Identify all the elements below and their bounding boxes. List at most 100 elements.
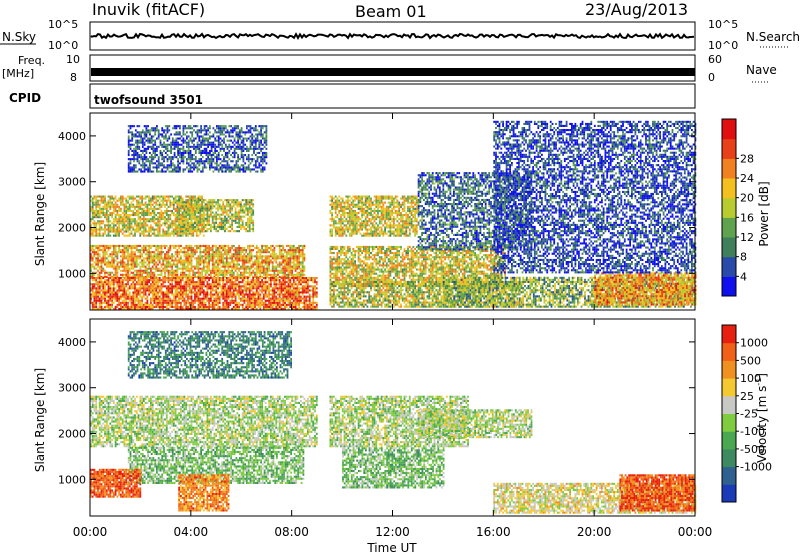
heatmap-cell <box>164 285 166 287</box>
heatmap-cell <box>159 235 161 237</box>
heatmap-cell <box>252 214 254 216</box>
heatmap-cell <box>352 218 354 220</box>
heatmap-cell <box>164 253 166 255</box>
heatmap-cell <box>125 214 127 216</box>
heatmap-cell <box>286 251 288 253</box>
heatmap-cell <box>251 283 253 285</box>
heatmap-cell <box>347 200 349 202</box>
heatmap-cell <box>109 255 111 257</box>
heatmap-cell <box>148 212 150 214</box>
heatmap-cell <box>259 261 261 263</box>
heatmap-cell <box>184 285 186 287</box>
heatmap-cell <box>127 298 129 300</box>
heatmap-cell <box>152 294 154 296</box>
heatmap-cell <box>302 245 304 247</box>
heatmap-cell <box>175 259 177 261</box>
heatmap-cell <box>207 251 209 253</box>
heatmap-cell <box>268 277 270 279</box>
heatmap-cell <box>277 264 279 266</box>
heatmap-cell <box>102 200 104 202</box>
heatmap-cell <box>125 289 127 291</box>
heatmap-cell <box>335 220 337 222</box>
heatmap-cell <box>205 279 207 281</box>
heatmap-cell <box>124 198 126 200</box>
heatmap-cell <box>101 306 103 308</box>
heatmap-cell <box>304 281 306 283</box>
heatmap-cell <box>122 279 124 281</box>
heatmap-cell <box>175 196 177 198</box>
heatmap-cell <box>155 283 157 285</box>
heatmap-cell <box>203 231 205 233</box>
heatmap-cell <box>101 245 103 247</box>
heatmap-cell <box>178 259 180 261</box>
heatmap-cell <box>132 266 134 268</box>
heatmap-cell <box>124 296 126 298</box>
heatmap-cell <box>180 304 182 306</box>
heatmap-cell <box>314 294 316 296</box>
heatmap-cell <box>203 207 205 209</box>
heatmap-cell <box>108 233 110 235</box>
heatmap-cell <box>147 274 149 276</box>
heatmap-cell <box>94 294 96 296</box>
heatmap-cell <box>261 298 263 300</box>
heatmap-cell <box>215 253 217 255</box>
heatmap-cell <box>148 289 150 291</box>
heatmap-cell <box>360 229 362 231</box>
heatmap-cell <box>136 210 138 212</box>
heatmap-cell <box>235 283 237 285</box>
heatmap-cell <box>212 289 214 291</box>
heatmap-cell <box>212 247 214 249</box>
heatmap-cell <box>189 231 191 233</box>
heatmap-cell <box>185 231 187 233</box>
heatmap-cell <box>95 212 97 214</box>
heatmap-cell <box>115 291 117 293</box>
heatmap-cell <box>198 279 200 281</box>
heatmap-cell <box>154 279 156 281</box>
heatmap-cell <box>297 247 299 249</box>
heatmap-cell <box>115 270 117 272</box>
heatmap-cell <box>307 300 309 302</box>
heatmap-cell <box>256 302 258 304</box>
heatmap-cell <box>238 209 240 211</box>
heatmap-cell <box>265 281 267 283</box>
heatmap-cell <box>256 268 258 270</box>
heatmap-cell <box>298 294 300 296</box>
heatmap-cell <box>117 281 119 283</box>
heatmap-cell <box>286 274 288 276</box>
heatmap-cell <box>249 230 251 232</box>
heatmap-cell <box>106 253 108 255</box>
heatmap-cell <box>95 306 97 308</box>
heatmap-cell <box>345 212 347 214</box>
heatmap-cell <box>300 251 302 253</box>
heatmap-cell <box>169 255 171 257</box>
heatmap-cell <box>169 226 171 228</box>
heatmap-cell <box>277 266 279 268</box>
heatmap-cell <box>345 208 347 210</box>
heatmap-cell <box>229 257 231 259</box>
heatmap-cell <box>95 277 97 279</box>
heatmap-cell <box>191 224 193 226</box>
heatmap-cell <box>177 204 179 206</box>
heatmap-cell <box>143 291 145 293</box>
heatmap-cell <box>307 279 309 281</box>
heatmap-cell <box>259 255 261 257</box>
heatmap-cell <box>94 216 96 218</box>
heatmap-cell <box>208 255 210 257</box>
heatmap-cell <box>219 291 221 293</box>
heatmap-cell <box>261 247 263 249</box>
heatmap-cell <box>245 214 247 216</box>
heatmap-cell <box>194 276 196 278</box>
heatmap-cell <box>198 266 200 268</box>
heatmap-cell <box>221 272 223 274</box>
heatmap-cell <box>109 245 111 247</box>
heatmap-cell <box>101 212 103 214</box>
heatmap-cell <box>166 196 168 198</box>
heatmap-cell <box>284 306 286 308</box>
heatmap-cell <box>134 264 136 266</box>
heatmap-cell <box>102 257 104 259</box>
heatmap-cell <box>205 302 207 304</box>
heatmap-cell <box>124 270 126 272</box>
heatmap-cell <box>199 264 201 266</box>
heatmap-cell <box>95 253 97 255</box>
heatmap-cell <box>201 205 203 207</box>
